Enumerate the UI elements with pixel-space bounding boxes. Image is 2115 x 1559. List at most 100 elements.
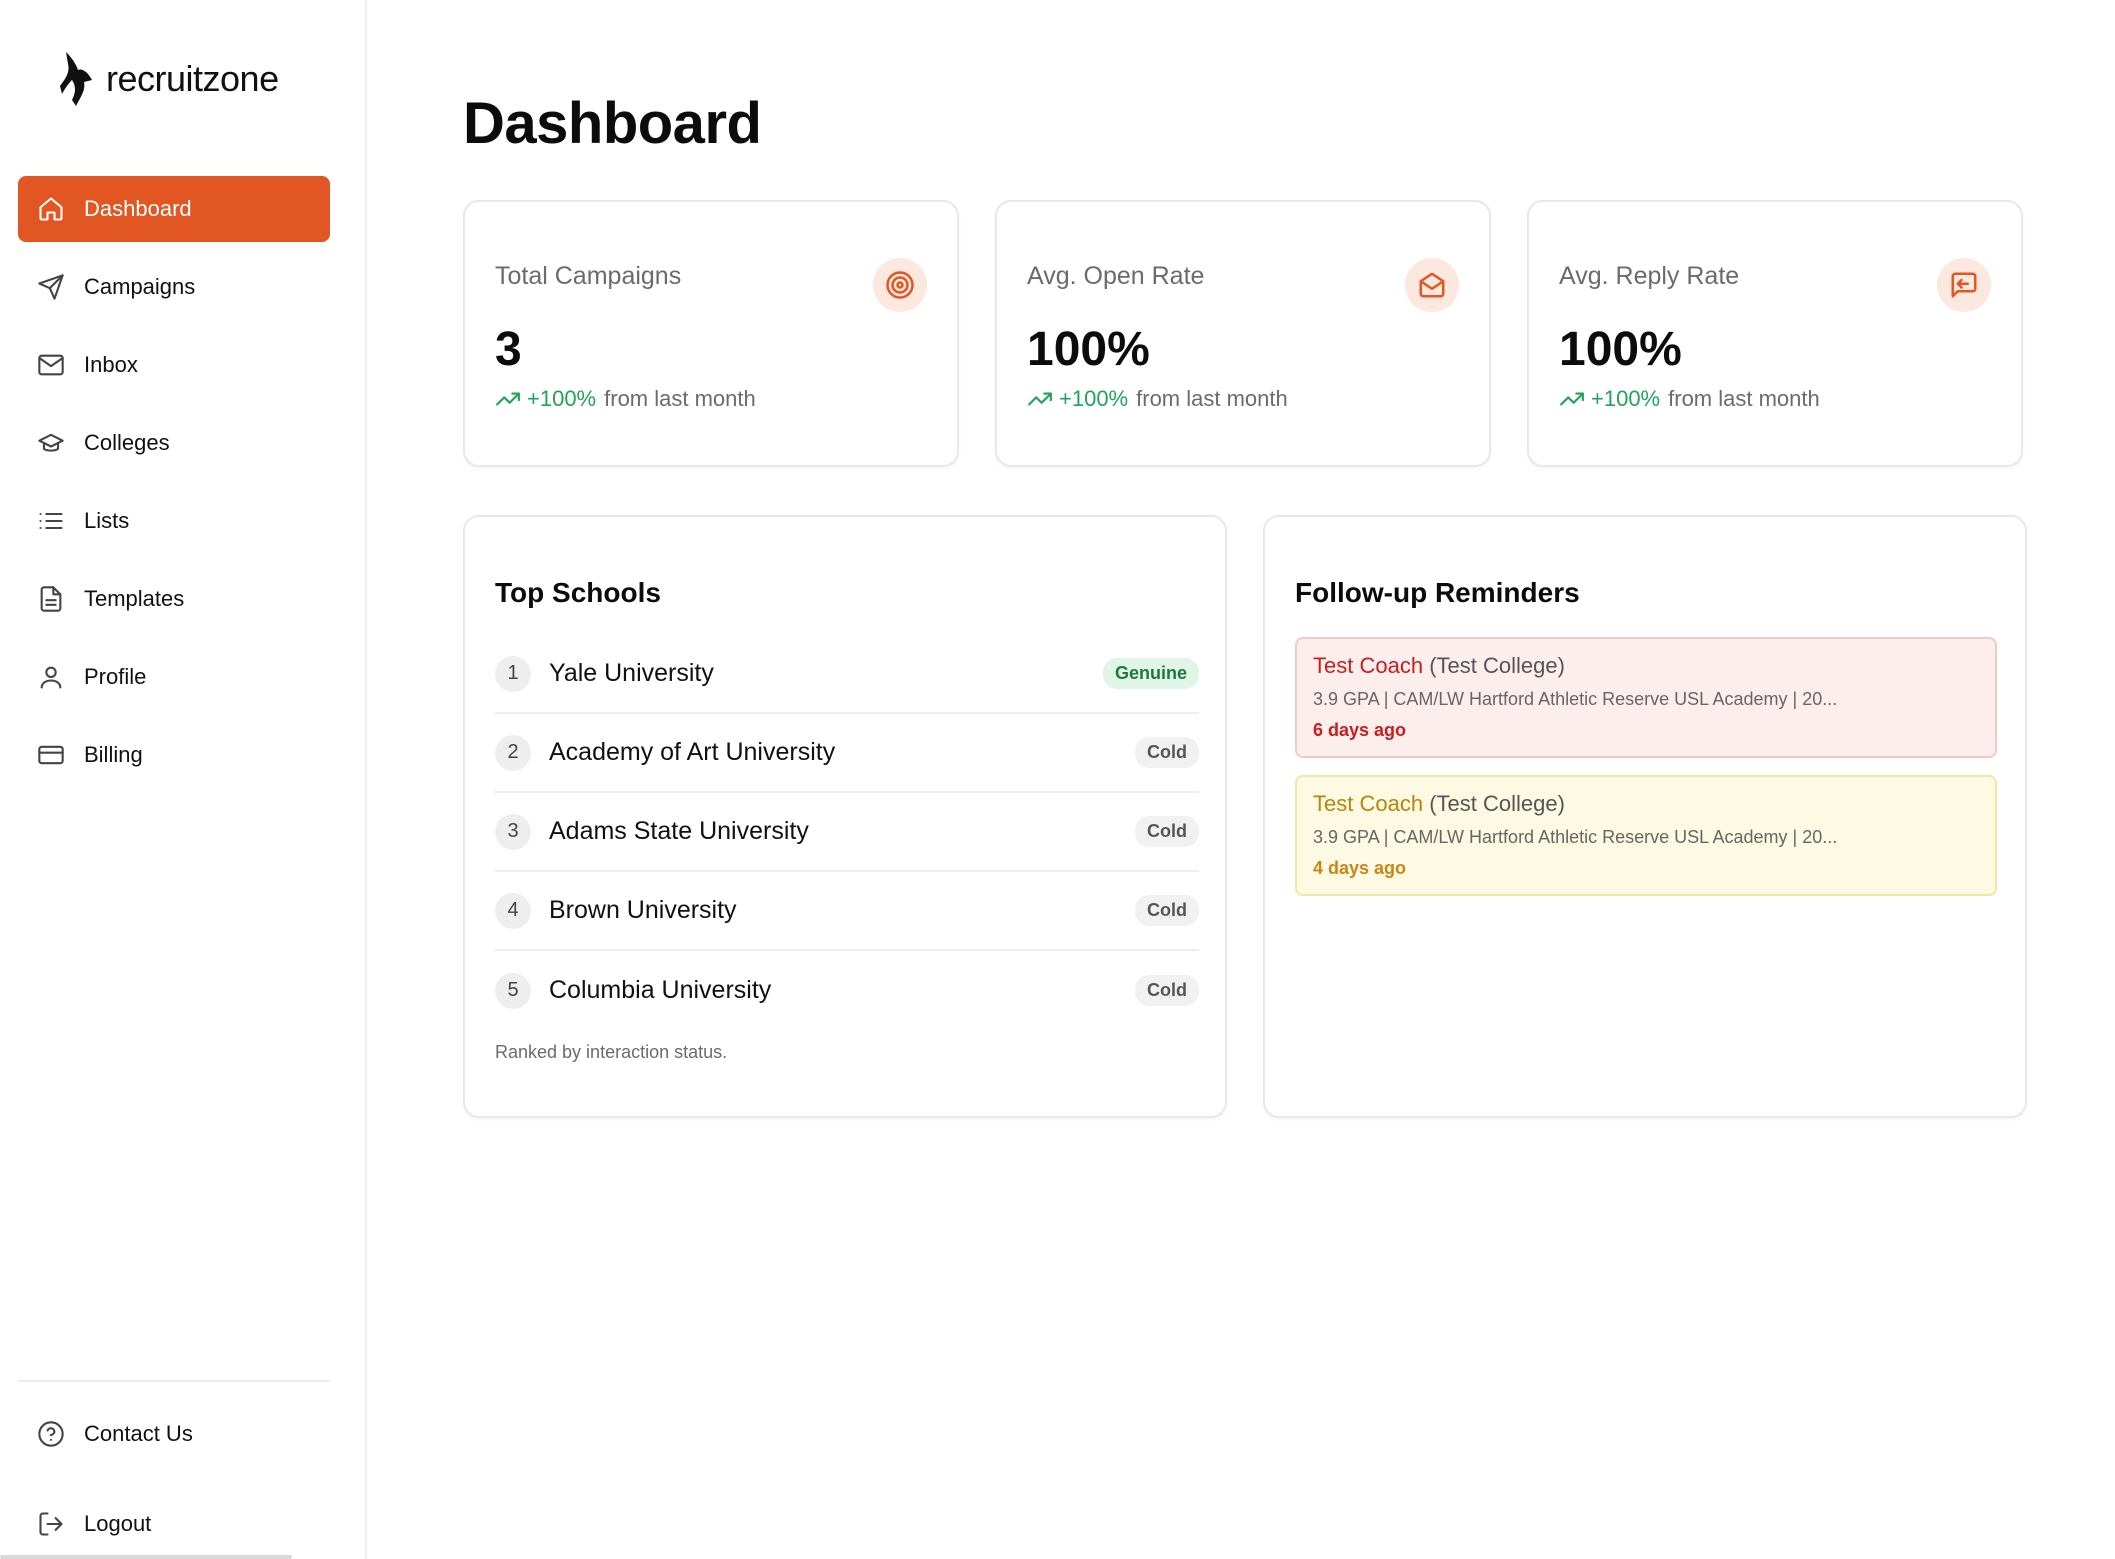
message-reply-icon [1937, 258, 1991, 312]
send-icon [36, 272, 66, 302]
school-name: Academy of Art University [549, 738, 836, 766]
school-name: Brown University [549, 896, 737, 924]
stat-card-reply-rate: Avg. Reply Rate 100% +100% from last mon… [1527, 200, 2023, 467]
trending-up-icon [1560, 392, 1584, 406]
top-schools-panel: Top Schools 1 Yale University Genuine 2 … [463, 515, 1227, 1118]
rank-badge: 1 [495, 655, 531, 692]
stat-label: Total Campaigns [495, 262, 682, 290]
stat-value: 100% [1027, 323, 1150, 376]
sidebar-item-label: Logout [84, 1511, 152, 1536]
sidebar-item-label: Lists [84, 508, 130, 533]
panel-title: Top Schools [495, 577, 661, 608]
brand-name: recruitzone [106, 58, 279, 99]
trending-up-icon [496, 392, 520, 406]
sidebar-item-label: Dashboard [84, 196, 192, 221]
sidebar-item-profile[interactable]: Profile [18, 644, 330, 710]
list-item[interactable]: 5 Columbia University Cold [495, 951, 1199, 1030]
reminder-coach: Test Coach [1313, 791, 1424, 816]
sidebar-item-label: Colleges [84, 430, 170, 455]
reminder-college: (Test College) [1429, 791, 1565, 816]
stat-value: 3 [495, 323, 522, 376]
target-icon [873, 258, 927, 312]
trending-up-icon [1028, 392, 1052, 406]
status-badge: Genuine [1102, 658, 1199, 689]
school-name: Yale University [549, 659, 714, 687]
sidebar-scrollbar[interactable] [0, 1555, 292, 1559]
brand-logo[interactable]: recruitzone [58, 50, 279, 108]
trend-text: from last month [1668, 386, 1820, 411]
reminder-heading: Test Coach (Test College) [1313, 653, 1979, 679]
reminder-details: 3.9 GPA | CAM/LW Hartford Athletic Reser… [1313, 689, 1838, 709]
sidebar-item-label: Templates [84, 586, 185, 611]
graduation-cap-icon [36, 428, 66, 458]
status-badge: Cold [1135, 816, 1199, 847]
list-item[interactable]: 4 Brown University Cold [495, 872, 1199, 951]
stat-label: Avg. Reply Rate [1559, 262, 1740, 290]
logout-icon [36, 1509, 66, 1539]
rank-badge: 3 [495, 813, 531, 850]
school-name: Adams State University [549, 817, 809, 845]
rank-badge: 2 [495, 734, 531, 771]
trend-text: from last month [604, 386, 756, 411]
sidebar-item-label: Contact Us [84, 1421, 193, 1446]
sidebar-item-lists[interactable]: Lists [18, 488, 330, 554]
sidebar: recruitzone Dashboard Campaigns Inbox Co… [0, 0, 367, 1559]
sidebar-item-billing[interactable]: Billing [18, 722, 330, 788]
trend-value: +100% [527, 386, 597, 411]
sidebar-item-dashboard[interactable]: Dashboard [18, 176, 330, 242]
sidebar-divider [18, 1380, 330, 1382]
reminder-time: 6 days ago [1313, 720, 1407, 740]
help-circle-icon [36, 1419, 66, 1449]
page-title: Dashboard [463, 91, 762, 156]
mail-open-icon [1405, 258, 1459, 312]
list-icon [36, 506, 66, 536]
sidebar-item-campaigns[interactable]: Campaigns [18, 254, 330, 320]
sidebar-item-label: Profile [84, 664, 147, 689]
follow-up-reminders-panel: Follow-up Reminders Test Coach (Test Col… [1263, 515, 2027, 1118]
sidebar-item-colleges[interactable]: Colleges [18, 410, 330, 476]
sidebar-item-contact-us[interactable]: Contact Us [18, 1401, 330, 1467]
home-icon [36, 194, 66, 224]
panel-title: Follow-up Reminders [1295, 577, 1580, 608]
list-item[interactable]: 1 Yale University Genuine [495, 635, 1199, 714]
sidebar-bottom-nav: Contact Us Logout [18, 1401, 330, 1559]
reminder-college: (Test College) [1429, 653, 1565, 678]
trend-value: +100% [1591, 386, 1661, 411]
stat-trend: +100% from last month [495, 386, 756, 412]
reminder-coach: Test Coach [1313, 653, 1424, 678]
panel-footnote: Ranked by interaction status. [495, 1042, 728, 1062]
mail-icon [36, 350, 66, 380]
sidebar-item-logout[interactable]: Logout [18, 1491, 330, 1557]
sidebar-item-label: Billing [84, 742, 143, 767]
rank-badge: 4 [495, 892, 531, 929]
sidebar-item-templates[interactable]: Templates [18, 566, 330, 632]
list-item[interactable]: 2 Academy of Art University Cold [495, 714, 1199, 793]
stat-trend: +100% from last month [1559, 386, 1820, 412]
reminder-time: 4 days ago [1313, 858, 1407, 878]
stat-value: 100% [1559, 323, 1682, 376]
school-name: Columbia University [549, 976, 772, 1004]
list-item[interactable]: 3 Adams State University Cold [495, 793, 1199, 872]
sidebar-item-label: Campaigns [84, 274, 196, 299]
stat-card-total-campaigns: Total Campaigns 3 +100% from last month [463, 200, 959, 467]
sidebar-item-inbox[interactable]: Inbox [18, 332, 330, 398]
file-text-icon [36, 584, 66, 614]
stat-trend: +100% from last month [1027, 386, 1288, 412]
status-badge: Cold [1135, 975, 1199, 1006]
logo-mark-icon [60, 52, 92, 106]
status-badge: Cold [1135, 895, 1199, 926]
trend-value: +100% [1059, 386, 1129, 411]
reminder-card[interactable]: Test Coach (Test College) 3.9 GPA | CAM/… [1295, 637, 1997, 758]
rank-badge: 5 [495, 972, 531, 1009]
user-icon [36, 662, 66, 692]
status-badge: Cold [1135, 737, 1199, 768]
trend-text: from last month [1136, 386, 1288, 411]
reminder-card[interactable]: Test Coach (Test College) 3.9 GPA | CAM/… [1295, 775, 1997, 896]
stat-label: Avg. Open Rate [1027, 262, 1205, 290]
school-list: 1 Yale University Genuine 2 Academy of A… [495, 635, 1199, 1030]
reminder-heading: Test Coach (Test College) [1313, 791, 1979, 817]
credit-card-icon [36, 740, 66, 770]
stat-card-open-rate: Avg. Open Rate 100% +100% from last mont… [995, 200, 1491, 467]
sidebar-item-label: Inbox [84, 352, 138, 377]
sidebar-nav: Dashboard Campaigns Inbox Colleges Lists… [18, 176, 330, 800]
